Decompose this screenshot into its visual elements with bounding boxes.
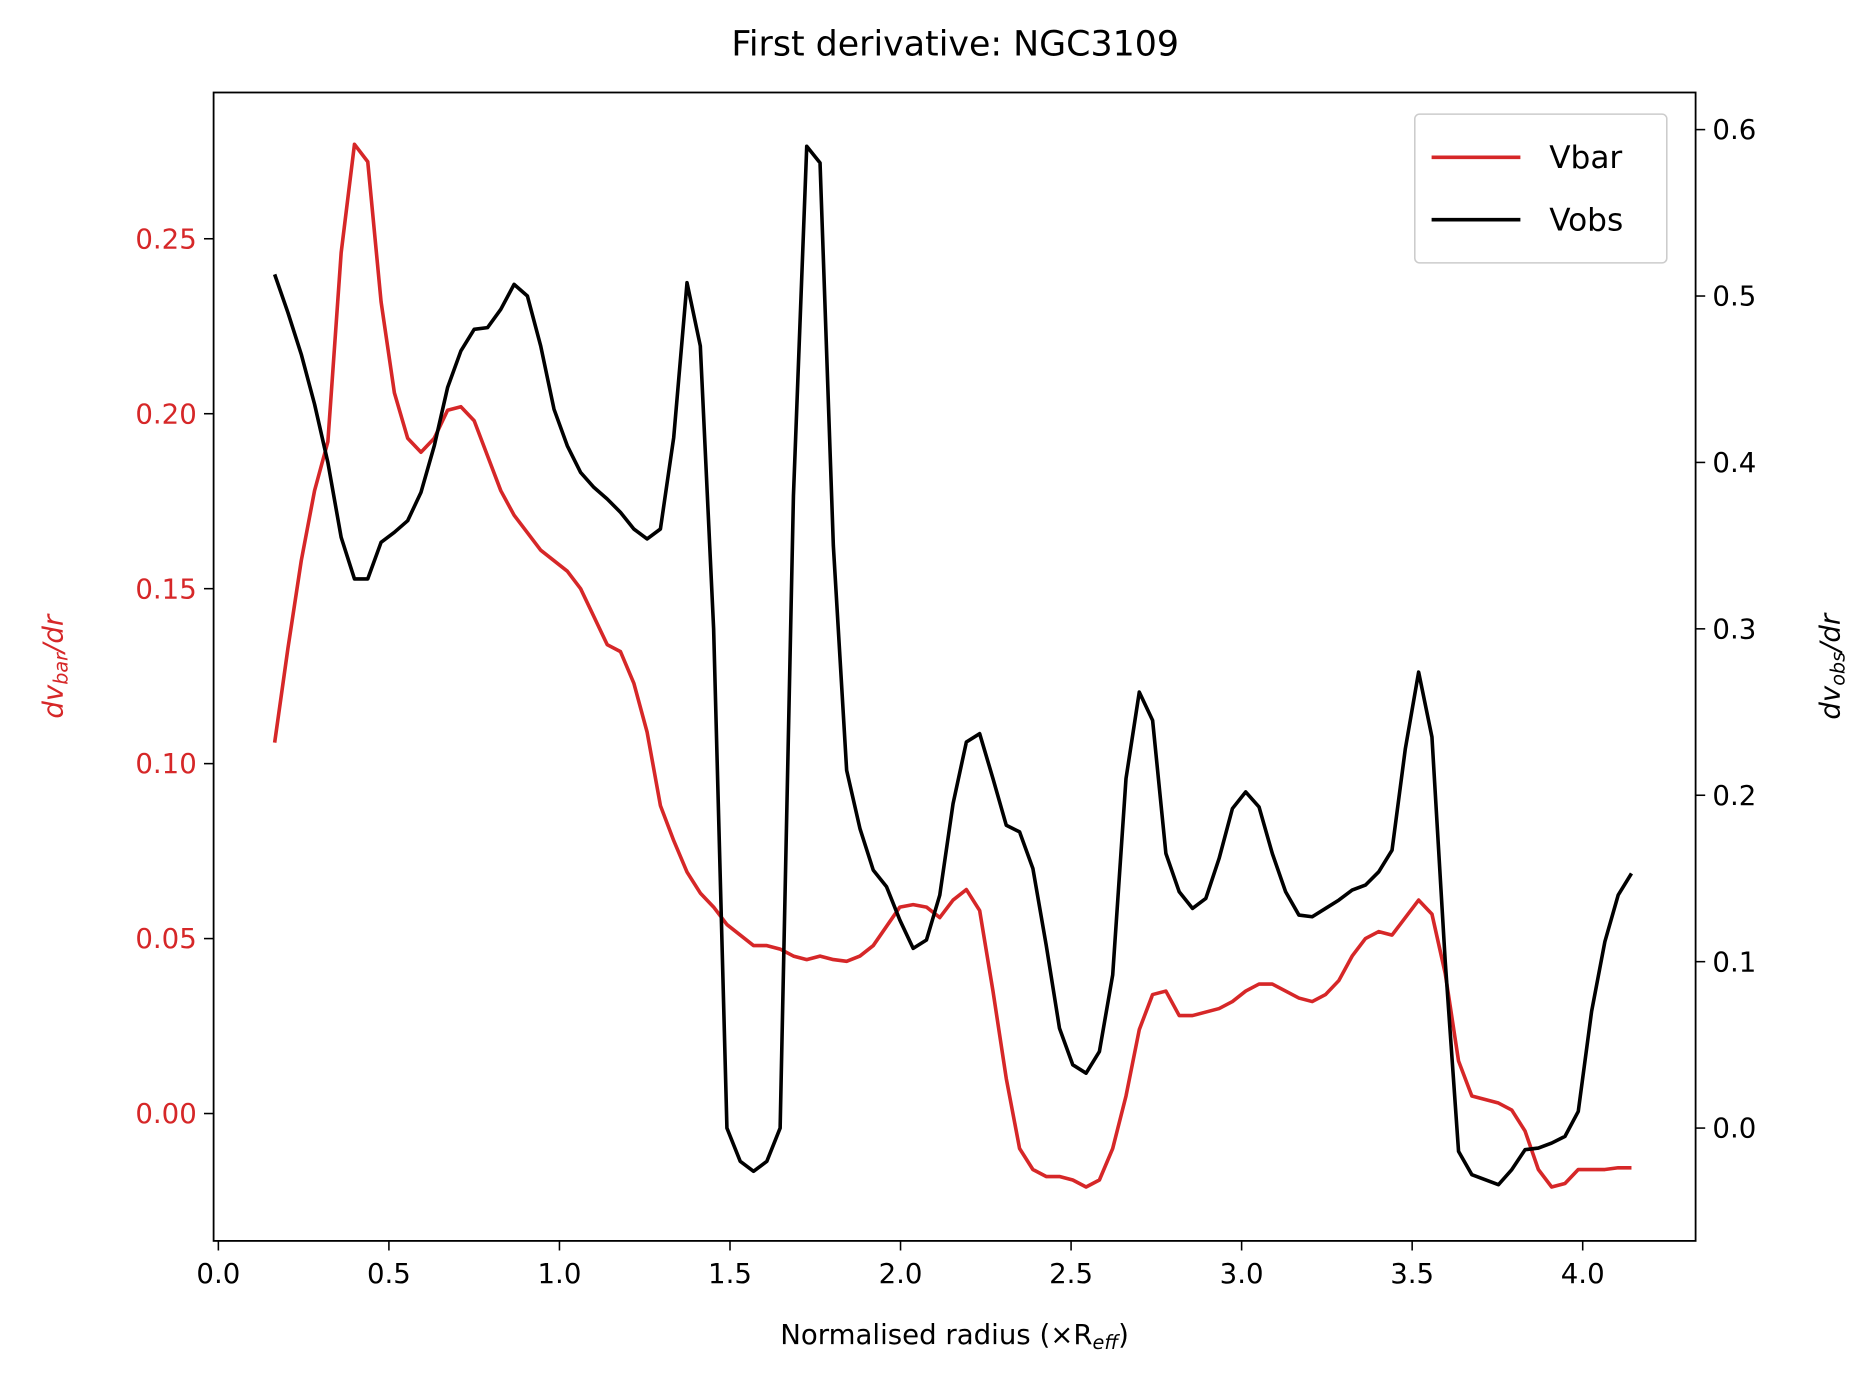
x-tick-label: 0.0 xyxy=(196,1257,240,1290)
y2-tick-label: 0.4 xyxy=(1712,446,1756,479)
y2-axis-label-part: dv xyxy=(1814,685,1847,720)
x-tick-label: 3.5 xyxy=(1390,1257,1434,1290)
y-tick-label: 0.05 xyxy=(135,922,196,955)
y2-tick-label: 0.1 xyxy=(1712,945,1756,978)
y-axis-label: dvbar/dr xyxy=(36,613,72,718)
x-tick-label: 3.0 xyxy=(1220,1257,1264,1290)
x-tick-label: 1.5 xyxy=(708,1257,752,1290)
legend-label: Vobs xyxy=(1549,203,1623,239)
y2-axis-label: dvobs/dr xyxy=(1814,612,1850,720)
y2-tick-label: 0.2 xyxy=(1712,779,1756,812)
x-axis-label-part: Normalised radius (×R xyxy=(780,1318,1092,1351)
y-tick-label: 0.10 xyxy=(135,747,196,780)
x-tick-label: 2.5 xyxy=(1049,1257,1093,1290)
y2-tick-label: 0.6 xyxy=(1712,113,1756,146)
legend-box xyxy=(1414,113,1668,264)
series-line xyxy=(272,142,1632,1189)
y-tick-label: 0.15 xyxy=(135,572,196,605)
y2-axis-label-part: /dr xyxy=(1814,612,1847,655)
series-line xyxy=(272,144,1634,1187)
x-tick-label: 0.5 xyxy=(367,1257,411,1290)
x-axis-label: Normalised radius (×Reff) xyxy=(780,1318,1129,1354)
y-axis-label-part: bar xyxy=(49,652,72,685)
y2-tick-label: 0.0 xyxy=(1712,1112,1756,1145)
y2-tick-label: 0.3 xyxy=(1712,612,1756,645)
y-axis-label-part: /dr xyxy=(36,613,69,656)
y-tick-label: 0.20 xyxy=(135,397,196,430)
x-tick-label: 1.0 xyxy=(538,1257,582,1290)
plot-frame xyxy=(212,91,1697,1242)
x-tick-label: 4.0 xyxy=(1561,1257,1605,1290)
y2-axis-label-part: obs xyxy=(1826,652,1849,686)
legend-label: Vbar xyxy=(1549,140,1622,176)
y-tick-label: 0.00 xyxy=(135,1097,196,1130)
chart-title: First derivative: NGC3109 xyxy=(731,24,1179,64)
y2-tick-label: 0.5 xyxy=(1712,280,1756,313)
x-axis-label-part: ) xyxy=(1118,1318,1129,1351)
x-tick-label: 2.0 xyxy=(879,1257,923,1290)
x-axis-label-part: eff xyxy=(1093,1331,1121,1354)
y-tick-label: 0.25 xyxy=(135,222,196,255)
y-axis-label-part: dv xyxy=(36,684,69,719)
